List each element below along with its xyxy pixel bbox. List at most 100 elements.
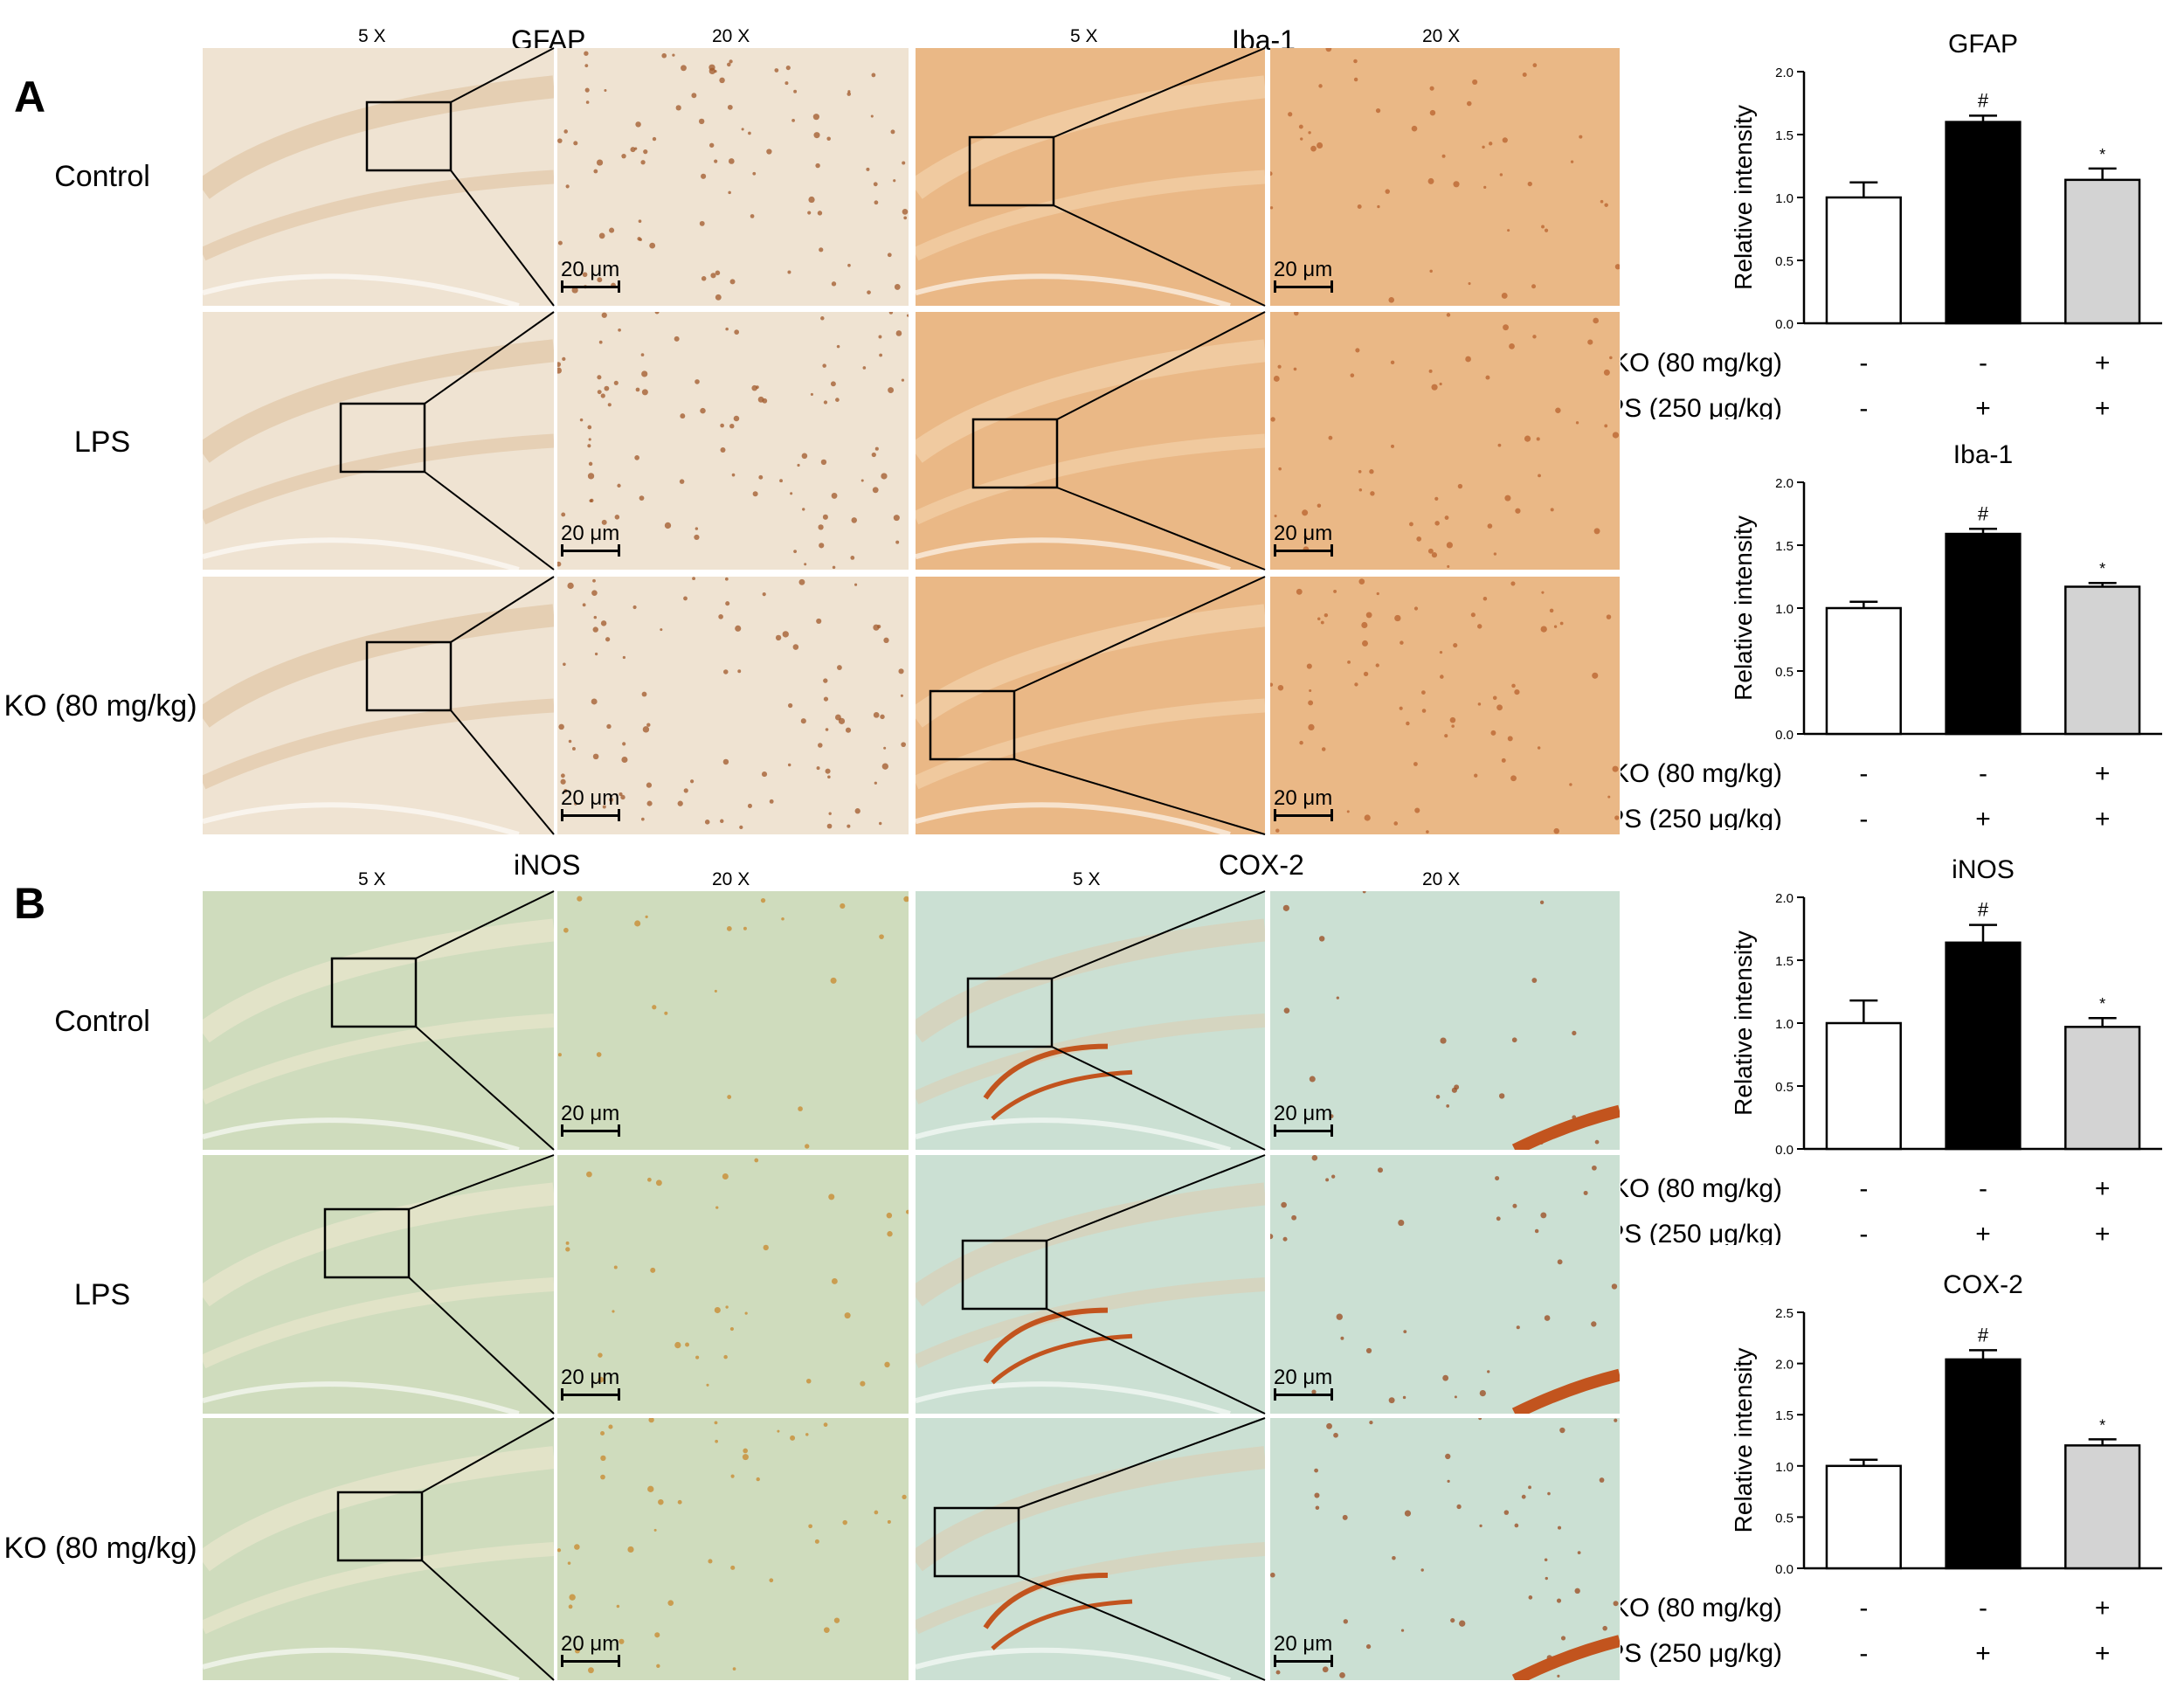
- scale-bar-line: [561, 1655, 620, 1667]
- micrograph-5x: [916, 312, 1265, 570]
- micrograph-5x: [203, 1418, 554, 1680]
- scale-bar-line: [561, 544, 620, 557]
- scale-bar: 20 μm: [1274, 1632, 1335, 1676]
- micrograph-5x: [203, 577, 554, 834]
- scale-bar: 20 μm: [561, 258, 622, 301]
- chart-title: Iba-1: [1953, 440, 2013, 469]
- micrograph-5x: [916, 48, 1265, 306]
- scale-bar-label: 20 μm: [561, 1366, 620, 1389]
- micrograph-5x: [916, 1155, 1265, 1414]
- treatment-label: LPS (250 μg/kg): [1621, 1639, 1782, 1668]
- scale-bar-label: 20 μm: [561, 1102, 620, 1125]
- scale-bar: 20 μm: [1274, 522, 1335, 565]
- bar: [1825, 1464, 1902, 1570]
- treatment-label: LPS (250 μg/kg): [1621, 394, 1782, 419]
- panel-letter-b: B: [14, 879, 46, 928]
- scale-bar-label: 20 μm: [1274, 258, 1333, 281]
- y-tick-label: 0.5: [1775, 254, 1794, 269]
- treatment-sign: +: [1975, 1220, 1991, 1245]
- scale-bar: 20 μm: [1274, 1366, 1335, 1409]
- micrograph-20x: [557, 891, 909, 1150]
- bar: [1945, 121, 2022, 325]
- y-tick-label: 1.0: [1775, 1017, 1794, 1032]
- micrograph-20x: [1270, 1418, 1620, 1680]
- treatment-sign: +: [2095, 1174, 2111, 1203]
- mag-label-20x: 20 X: [1422, 26, 1461, 46]
- scale-bar-label: 20 μm: [1274, 1366, 1333, 1389]
- micrograph-20x: [1270, 577, 1620, 834]
- chart-title: iNOS: [1952, 855, 2015, 884]
- mag-label-5x: 5 X: [358, 869, 386, 889]
- mag-label-5x: 5 X: [1070, 26, 1098, 46]
- y-tick-label: 1.0: [1775, 602, 1794, 617]
- mag-label-20x: 20 X: [712, 26, 750, 46]
- scale-bar-line: [1274, 1655, 1333, 1667]
- treatment-label: KO (80 mg/kg): [1621, 349, 1782, 377]
- treatment-sign: -: [1859, 1174, 1868, 1203]
- scale-bar-label: 20 μm: [1274, 786, 1333, 810]
- treatment-sign: -: [1979, 1594, 1987, 1622]
- scale-bar-label: 20 μm: [1274, 1632, 1333, 1656]
- y-axis-label: Relative intensity: [1730, 105, 1757, 290]
- treatment-label: KO (80 mg/kg): [1621, 1174, 1782, 1203]
- y-tick-label: 2.0: [1775, 66, 1794, 80]
- scale-bar: 20 μm: [561, 1366, 622, 1409]
- scale-bar-line: [561, 1388, 620, 1401]
- row-label-control: Control: [54, 160, 150, 193]
- micrograph-5x: [203, 48, 554, 306]
- treatment-sign: +: [1975, 1639, 1991, 1668]
- scale-bar: 20 μm: [561, 522, 622, 565]
- scale-bar-label: 20 μm: [1274, 522, 1333, 545]
- scale-bar-line: [561, 809, 620, 821]
- panel-letter-a: A: [14, 73, 46, 121]
- treatment-label: KO (80 mg/kg): [1621, 1594, 1782, 1622]
- row-label-lps: LPS: [73, 425, 131, 459]
- mag-label-20x: 20 X: [712, 869, 750, 889]
- row-label-lps: LPS: [73, 1278, 131, 1311]
- micrograph-20x: [1270, 312, 1620, 570]
- micrograph-5x: [203, 312, 554, 570]
- bar: [1825, 196, 1902, 325]
- micrograph-20x: [557, 577, 909, 834]
- scale-bar: 20 μm: [1274, 786, 1335, 830]
- chart-gfap: GFAP Relative intensity 0.0 0.5 1.0 1.5 2.0 # * K…: [1593, 17, 2180, 423]
- micrograph-20x: [1270, 1155, 1620, 1414]
- treatment-sign: -: [1859, 1594, 1868, 1622]
- significance-mark: #: [1978, 1324, 1989, 1346]
- chart-title: GFAP: [1948, 30, 2018, 59]
- scale-bar-label: 20 μm: [561, 786, 620, 810]
- chart-inos: iNOS Relative intensity 0.0 0.5 1.0 1.5 2.0 # * K…: [1593, 843, 2180, 1249]
- stain-title-cox2: COX-2: [1219, 849, 1304, 881]
- treatment-sign: -: [1859, 349, 1868, 377]
- y-tick-label: 0.0: [1775, 728, 1794, 743]
- treatment-sign: +: [2095, 349, 2111, 377]
- bar: [1825, 1021, 1902, 1151]
- treatment-sign: -: [1859, 805, 1868, 830]
- treatment-sign: +: [2095, 759, 2111, 788]
- mag-label-5x: 5 X: [1073, 869, 1101, 889]
- y-tick-label: 0.0: [1775, 1143, 1794, 1158]
- y-tick-label: 1.0: [1775, 191, 1794, 206]
- micrograph-20x: [557, 312, 909, 570]
- y-tick-label: 0.5: [1775, 1511, 1794, 1525]
- y-tick-label: 2.5: [1775, 1306, 1794, 1321]
- mag-label-20x: 20 X: [1422, 869, 1461, 889]
- bar: [2064, 1444, 2141, 1570]
- y-tick-label: 0.5: [1775, 665, 1794, 680]
- micrograph-20x: [557, 1418, 909, 1680]
- scale-bar-line: [1274, 809, 1333, 821]
- chart-title: COX-2: [1943, 1270, 2023, 1299]
- scale-bar-line: [1274, 544, 1333, 557]
- treatment-sign: +: [2095, 1220, 2111, 1245]
- treatment-sign: +: [2095, 394, 2111, 419]
- treatment-label: LPS (250 μg/kg): [1621, 1220, 1782, 1245]
- significance-mark: #: [1978, 89, 1989, 111]
- significance-mark: *: [2099, 995, 2105, 1013]
- row-label-ko: KO (80 mg/kg): [3, 689, 197, 723]
- y-tick-label: 0.0: [1775, 1562, 1794, 1577]
- bar: [2064, 178, 2141, 325]
- scale-bar: 20 μm: [1274, 1102, 1335, 1145]
- mag-label-5x: 5 X: [358, 26, 386, 46]
- scale-bar: 20 μm: [561, 1632, 622, 1676]
- micrograph-20x: [557, 1155, 909, 1414]
